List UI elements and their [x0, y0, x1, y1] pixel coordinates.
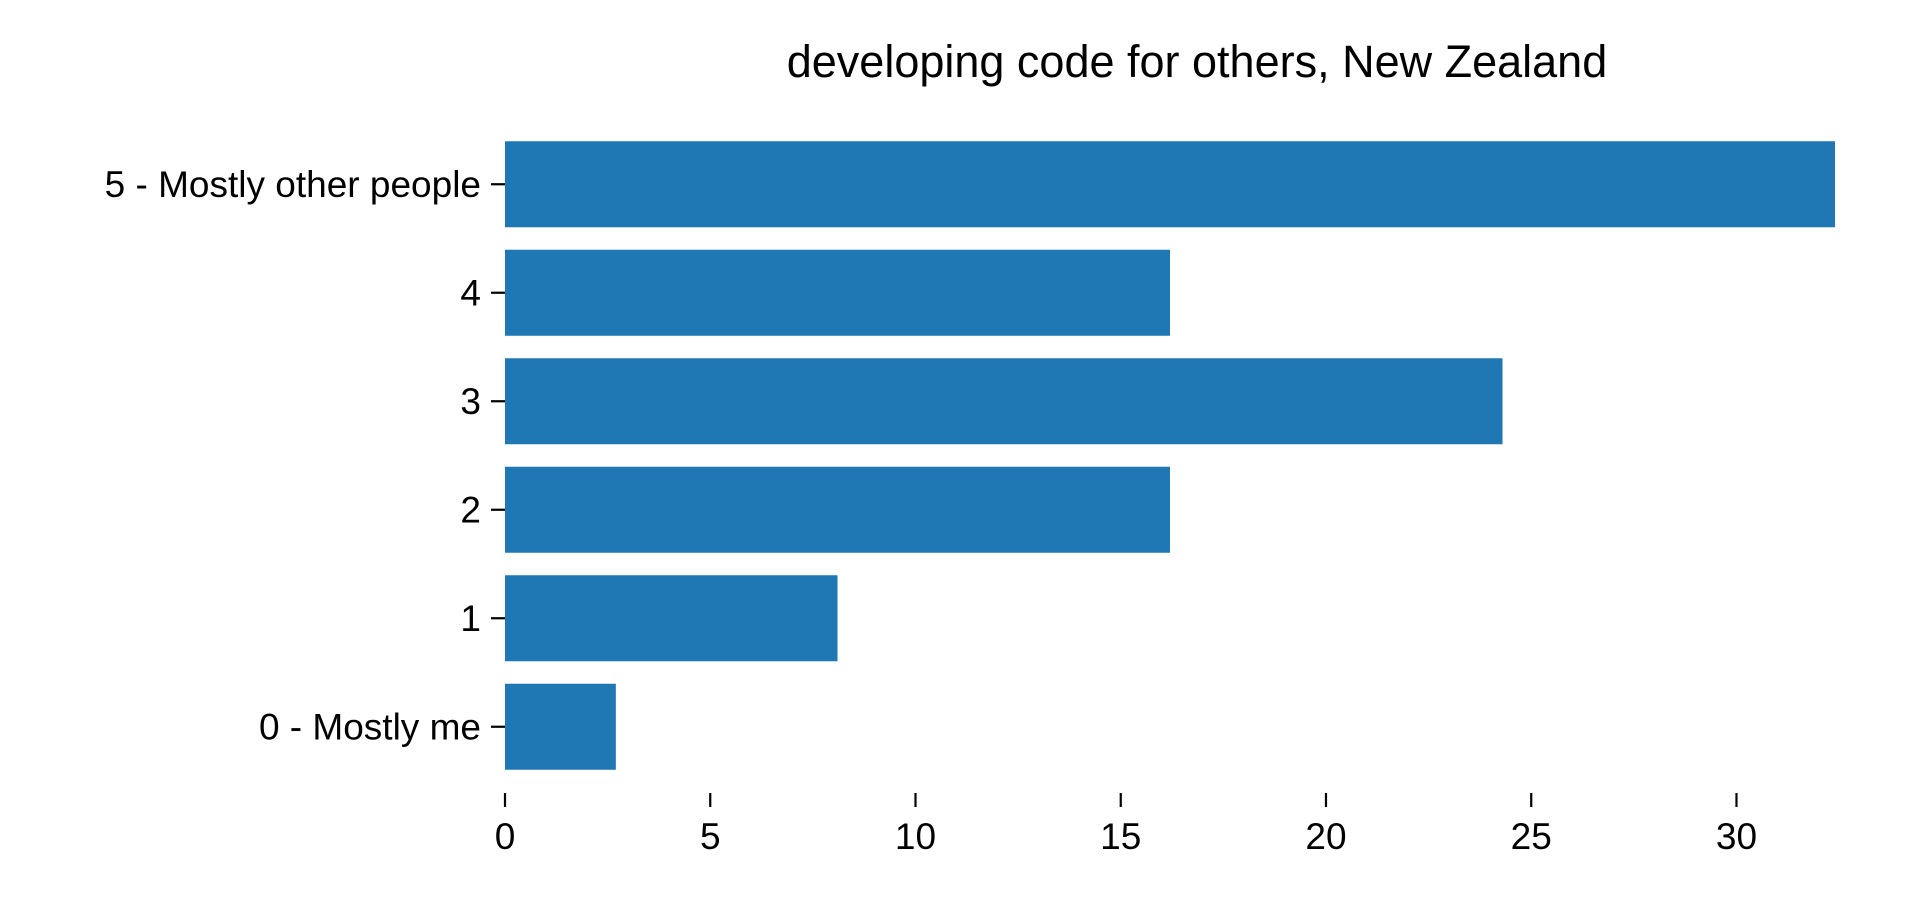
bar-4 [505, 575, 838, 662]
y-tick-label-5: 0 - Mostly me [259, 706, 481, 747]
y-tick-label-3: 2 [460, 489, 481, 530]
x-axis: 0 5 10 15 20 25 30 [495, 793, 1757, 857]
x-tick-label-6: 30 [1716, 816, 1757, 857]
bar-3 [505, 466, 1170, 553]
chart-title: developing code for others, New Zealand [787, 36, 1608, 87]
x-tick-label-2: 10 [895, 816, 936, 857]
bar-1 [505, 249, 1170, 336]
y-tick-label-0: 5 - Mostly other people [105, 164, 481, 205]
bar-5 [505, 683, 616, 770]
x-tick-label-4: 20 [1305, 816, 1346, 857]
bar-0 [505, 141, 1835, 228]
y-tick-label-4: 1 [460, 598, 481, 639]
y-tick-label-2: 3 [460, 381, 481, 422]
y-tick-label-1: 4 [460, 272, 481, 313]
bar-2 [505, 358, 1503, 445]
x-tick-label-3: 15 [1100, 816, 1141, 857]
x-tick-label-0: 0 [495, 816, 516, 857]
x-tick-label-5: 25 [1511, 816, 1552, 857]
y-axis: 5 - Mostly other people 4 3 2 1 0 - Mostly me [105, 164, 505, 747]
bars-layer [505, 141, 1835, 770]
x-tick-label-1: 5 [700, 816, 721, 857]
